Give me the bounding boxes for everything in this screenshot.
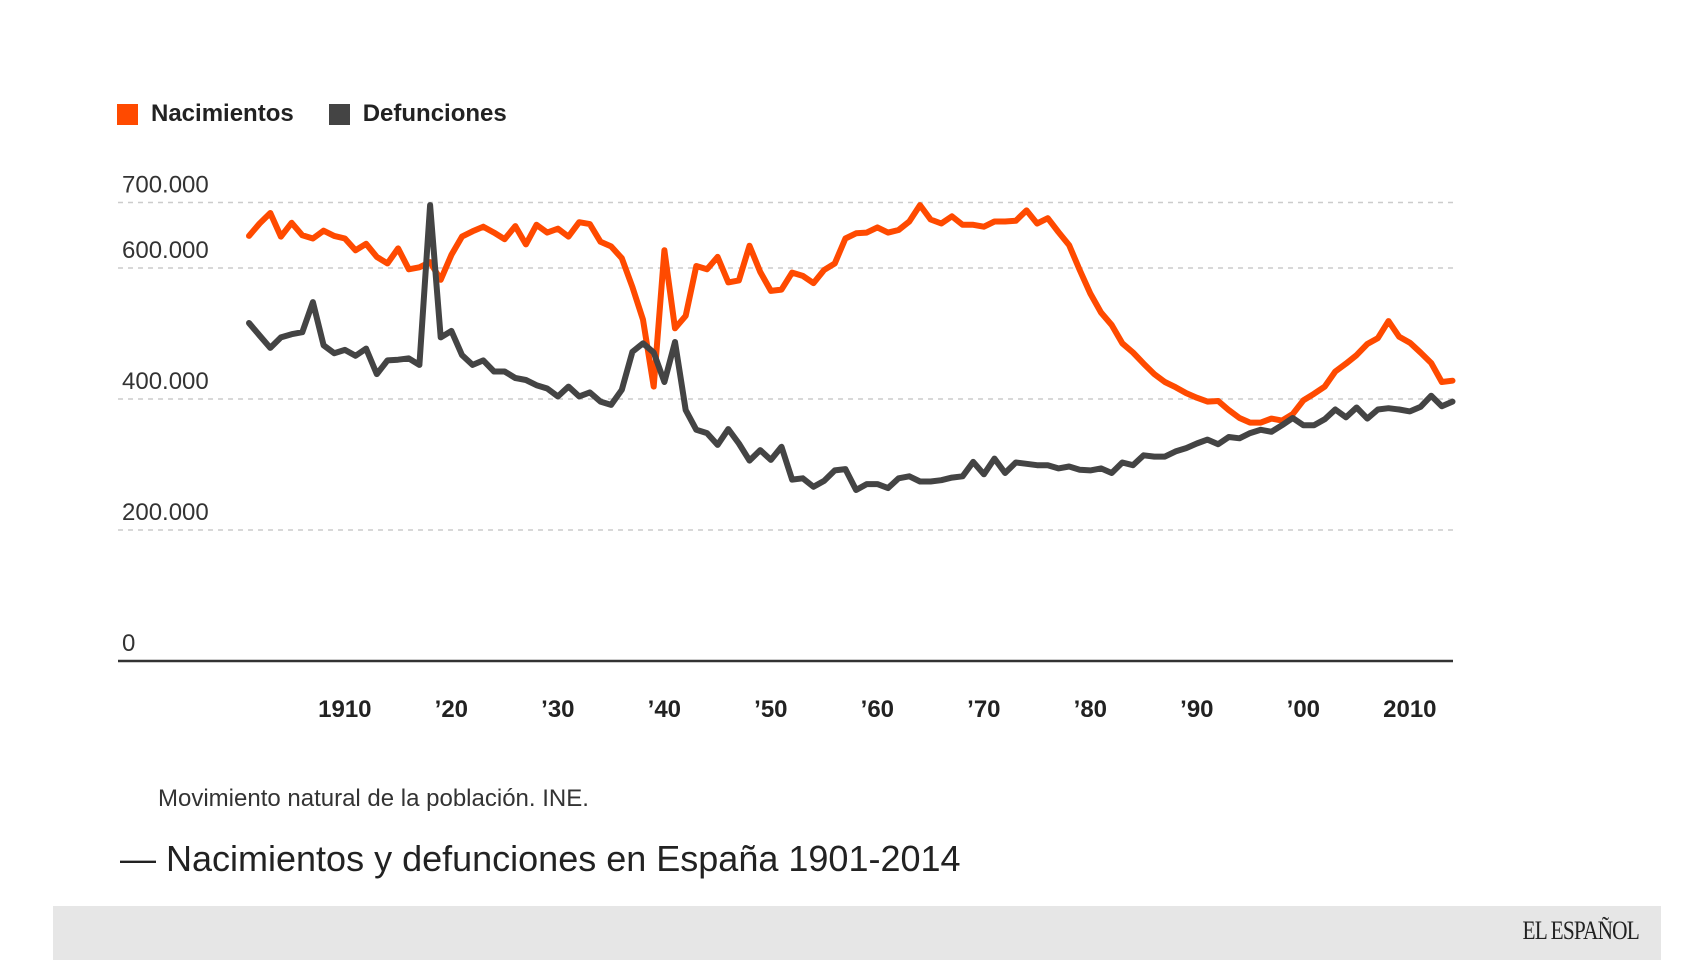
legend-item-nacimientos: Nacimientos <box>117 100 294 128</box>
x-tick-label: ’80 <box>1074 696 1107 723</box>
x-tick-label: ’60 <box>861 696 894 723</box>
legend-swatch-defunciones <box>328 103 350 125</box>
x-tick-label: ’70 <box>967 696 1000 723</box>
legend: Nacimientos Defunciones <box>117 100 542 128</box>
y-tick-label: 200.000 <box>122 499 209 526</box>
x-axis-ticks: 1910 ’20 ’30 ’40 ’50 ’60 ’70 ’80 ’90 ’00 2010 <box>318 696 1436 723</box>
x-tick-label: 2010 <box>1383 696 1436 723</box>
x-tick-label: ’20 <box>435 696 468 723</box>
y-axis-ticks: 700.000 600.000 400.000 200.000 0 <box>122 172 209 658</box>
x-tick-label: 1910 <box>318 696 371 723</box>
y-tick-label: 600.000 <box>122 237 209 264</box>
chart-source: Movimiento natural de la población. INE. <box>158 785 589 812</box>
y-tick-label: 700.000 <box>122 172 209 199</box>
legend-swatch-nacimientos <box>117 103 138 125</box>
y-tick-label: 400.000 <box>122 368 209 395</box>
y-tick-label: 0 <box>122 630 135 657</box>
series-line-defunciones <box>246 202 1456 493</box>
x-tick-label: ’00 <box>1287 696 1320 723</box>
series-line-nacimientos <box>246 202 1456 426</box>
series-lines <box>246 202 1456 493</box>
legend-label-defunciones: Defunciones <box>362 100 507 127</box>
x-tick-label: ’40 <box>648 696 681 723</box>
footer-bar: EL ESPAÑOL <box>53 906 1661 960</box>
legend-label-nacimientos: Nacimientos <box>151 100 294 127</box>
x-tick-label: ’50 <box>754 696 787 723</box>
gridlines <box>118 201 1453 531</box>
el-espanol-logo: EL ESPAÑOL <box>1522 916 1640 945</box>
x-tick-label: ’90 <box>1180 696 1213 723</box>
x-tick-label: ’30 <box>541 696 574 723</box>
legend-item-defunciones: Defunciones <box>328 100 507 128</box>
chart-title: — Nacimientos y defunciones en España 19… <box>120 838 961 879</box>
